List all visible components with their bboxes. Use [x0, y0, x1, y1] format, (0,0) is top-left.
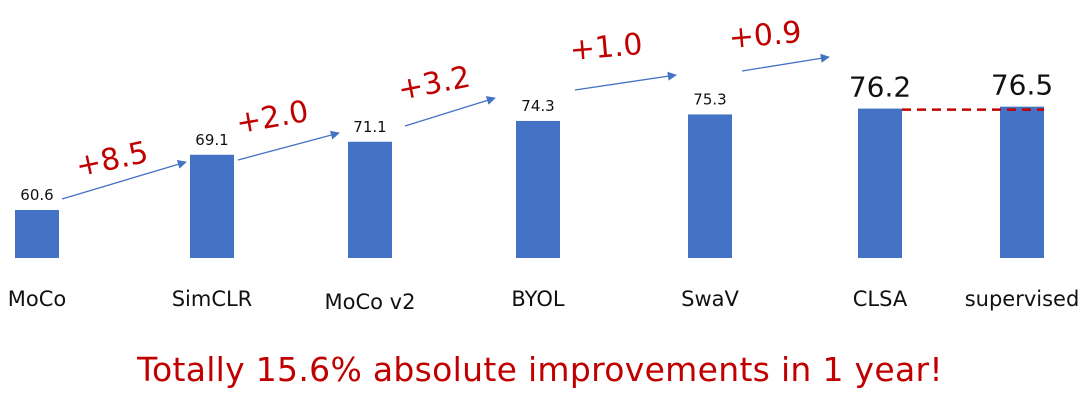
improvement-arrow: [404, 96, 496, 127]
improvement-arrow: [61, 159, 187, 200]
bar-supervised: [1000, 106, 1044, 259]
category-label: SwaV: [681, 287, 739, 311]
category-label: BYOL: [511, 287, 564, 311]
value-label: 71.1: [353, 118, 386, 136]
value-label: 74.3: [521, 97, 554, 115]
improvement-label: +1.0: [568, 27, 644, 68]
bar-moco: [15, 210, 59, 258]
value-label: 76.2: [849, 71, 911, 104]
improvement-arrow: [741, 53, 830, 72]
value-label: 60.6: [20, 186, 53, 204]
improvement-label: +8.5: [73, 135, 152, 184]
category-label: supervised: [965, 287, 1080, 311]
category-label: CLSA: [853, 287, 908, 311]
value-label: 69.1: [195, 131, 228, 149]
value-label: 76.5: [991, 69, 1053, 102]
value-label: 75.3: [693, 90, 726, 108]
category-label: MoCo: [8, 287, 66, 311]
bar-simclr: [190, 154, 234, 258]
category-label: MoCo v2: [325, 290, 416, 314]
category-label: SimCLR: [172, 287, 253, 311]
improvement-arrow: [237, 130, 340, 161]
improvement-label: +2.0: [233, 94, 311, 141]
bar-byol: [516, 120, 560, 258]
bar-swav: [688, 114, 732, 258]
improvement-label: +3.2: [395, 60, 473, 108]
bar-moco-v2: [348, 141, 392, 258]
improvement-label: +0.9: [727, 15, 803, 56]
bar-clsa: [858, 108, 902, 258]
improvement-arrow: [574, 71, 677, 91]
caption: Totally 15.6% absolute improvements in 1…: [137, 350, 943, 389]
